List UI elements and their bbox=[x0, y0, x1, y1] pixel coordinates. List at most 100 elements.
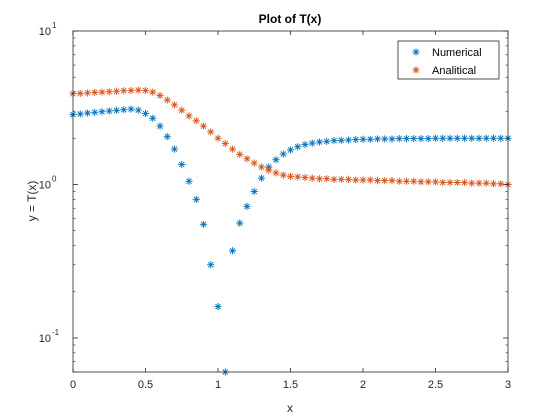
y-tick-label: 10 bbox=[39, 333, 51, 345]
data-point-numerical bbox=[352, 136, 360, 144]
data-point-analitical bbox=[112, 87, 121, 95]
data-point-numerical bbox=[178, 160, 186, 169]
x-tick-label: 1 bbox=[215, 379, 221, 391]
data-point-numerical bbox=[388, 135, 396, 143]
data-point-analitical bbox=[453, 178, 461, 187]
data-point-numerical bbox=[170, 145, 179, 153]
legend: Numerical Analitical bbox=[397, 40, 500, 80]
data-point-numerical bbox=[250, 187, 258, 196]
x-axis-label: x bbox=[287, 401, 293, 415]
data-point-numerical bbox=[76, 110, 84, 118]
data-point-numerical bbox=[228, 247, 237, 255]
data-point-numerical bbox=[134, 106, 142, 114]
data-point-numerical bbox=[424, 135, 432, 143]
data-point-analitical bbox=[395, 177, 403, 185]
data-point-analitical bbox=[402, 177, 411, 185]
series-analitical bbox=[69, 86, 512, 189]
data-point-numerical bbox=[294, 143, 302, 151]
data-point-numerical bbox=[112, 106, 121, 114]
data-point-analitical bbox=[286, 172, 295, 180]
data-point-numerical bbox=[214, 303, 222, 311]
data-point-numerical bbox=[149, 114, 157, 122]
data-point-analitical bbox=[76, 89, 84, 98]
data-point-analitical bbox=[207, 128, 215, 136]
data-point-numerical bbox=[120, 106, 128, 114]
data-point-numerical bbox=[243, 202, 251, 210]
data-point-numerical bbox=[141, 109, 150, 118]
x-tick-label: 0 bbox=[70, 379, 76, 391]
data-point-analitical bbox=[381, 176, 389, 185]
legend-marker-numerical bbox=[412, 48, 420, 56]
data-point-analitical bbox=[475, 179, 483, 187]
data-point-analitical bbox=[127, 86, 135, 95]
data-point-analitical bbox=[489, 180, 498, 188]
x-tick-label: 1.5 bbox=[283, 379, 298, 391]
data-point-analitical bbox=[439, 178, 447, 187]
x-tick-label: 2.5 bbox=[428, 379, 443, 391]
data-point-analitical bbox=[468, 179, 476, 187]
data-point-analitical bbox=[120, 87, 128, 95]
data-point-numerical bbox=[257, 174, 266, 182]
data-point-numerical bbox=[156, 122, 164, 130]
data-point-numerical bbox=[460, 134, 469, 142]
data-point-numerical bbox=[286, 146, 295, 154]
data-point-numerical bbox=[475, 134, 483, 142]
series-numerical bbox=[69, 105, 512, 376]
data-point-analitical bbox=[192, 117, 200, 125]
data-point-analitical bbox=[417, 178, 425, 186]
data-point-analitical bbox=[134, 86, 142, 94]
data-point-numerical bbox=[105, 107, 113, 115]
data-point-numerical bbox=[323, 137, 331, 145]
data-point-analitical bbox=[366, 176, 374, 184]
data-point-analitical bbox=[431, 178, 440, 186]
legend-label-numerical: Numerical bbox=[432, 47, 482, 59]
data-point-analitical bbox=[352, 176, 360, 184]
x-tick-label: 2 bbox=[360, 379, 366, 391]
data-point-numerical bbox=[453, 134, 461, 142]
data-point-numerical bbox=[489, 134, 498, 142]
legend-asterisk-analitical bbox=[412, 66, 420, 74]
data-point-analitical bbox=[243, 155, 251, 163]
data-point-numerical bbox=[417, 135, 425, 143]
data-point-numerical bbox=[468, 134, 476, 142]
data-point-analitical bbox=[98, 88, 106, 96]
data-point-numerical bbox=[446, 134, 454, 142]
data-point-numerical bbox=[359, 135, 367, 143]
data-point-numerical bbox=[272, 156, 280, 164]
x-tick-label: 3 bbox=[505, 379, 511, 391]
data-point-analitical bbox=[214, 134, 222, 142]
data-point-numerical bbox=[83, 109, 92, 117]
legend-marker-analitical bbox=[412, 66, 420, 74]
data-point-analitical bbox=[91, 88, 99, 97]
data-point-analitical bbox=[272, 169, 280, 177]
data-point-numerical bbox=[395, 135, 403, 143]
data-point-numerical bbox=[199, 220, 208, 228]
data-point-analitical bbox=[424, 178, 432, 186]
data-point-numerical bbox=[431, 134, 440, 142]
data-point-analitical bbox=[199, 122, 208, 130]
data-point-analitical bbox=[265, 166, 273, 174]
data-point-analitical bbox=[330, 175, 338, 183]
data-point-numerical bbox=[330, 137, 338, 145]
data-point-analitical bbox=[221, 139, 229, 148]
data-point-numerical bbox=[163, 133, 171, 141]
data-point-analitical bbox=[83, 89, 92, 97]
y-axis-label: y = T(x) bbox=[25, 181, 39, 222]
data-point-analitical bbox=[149, 88, 157, 96]
data-point-numerical bbox=[236, 219, 244, 227]
data-point-numerical bbox=[344, 136, 353, 144]
data-point-numerical bbox=[185, 177, 193, 185]
legend-box bbox=[397, 40, 500, 80]
legend-label-analitical: Analitical bbox=[432, 65, 476, 77]
data-point-analitical bbox=[178, 106, 186, 114]
x-tick-label: 0.5 bbox=[138, 379, 153, 391]
data-point-numerical bbox=[497, 134, 505, 142]
data-point-numerical bbox=[366, 135, 374, 143]
data-point-analitical bbox=[301, 173, 309, 182]
data-point-analitical bbox=[373, 176, 382, 185]
data-point-analitical bbox=[308, 174, 316, 182]
data-point-numerical bbox=[439, 134, 447, 142]
y-tick-label-exponent: 1 bbox=[52, 21, 57, 30]
axes-background bbox=[73, 31, 508, 372]
